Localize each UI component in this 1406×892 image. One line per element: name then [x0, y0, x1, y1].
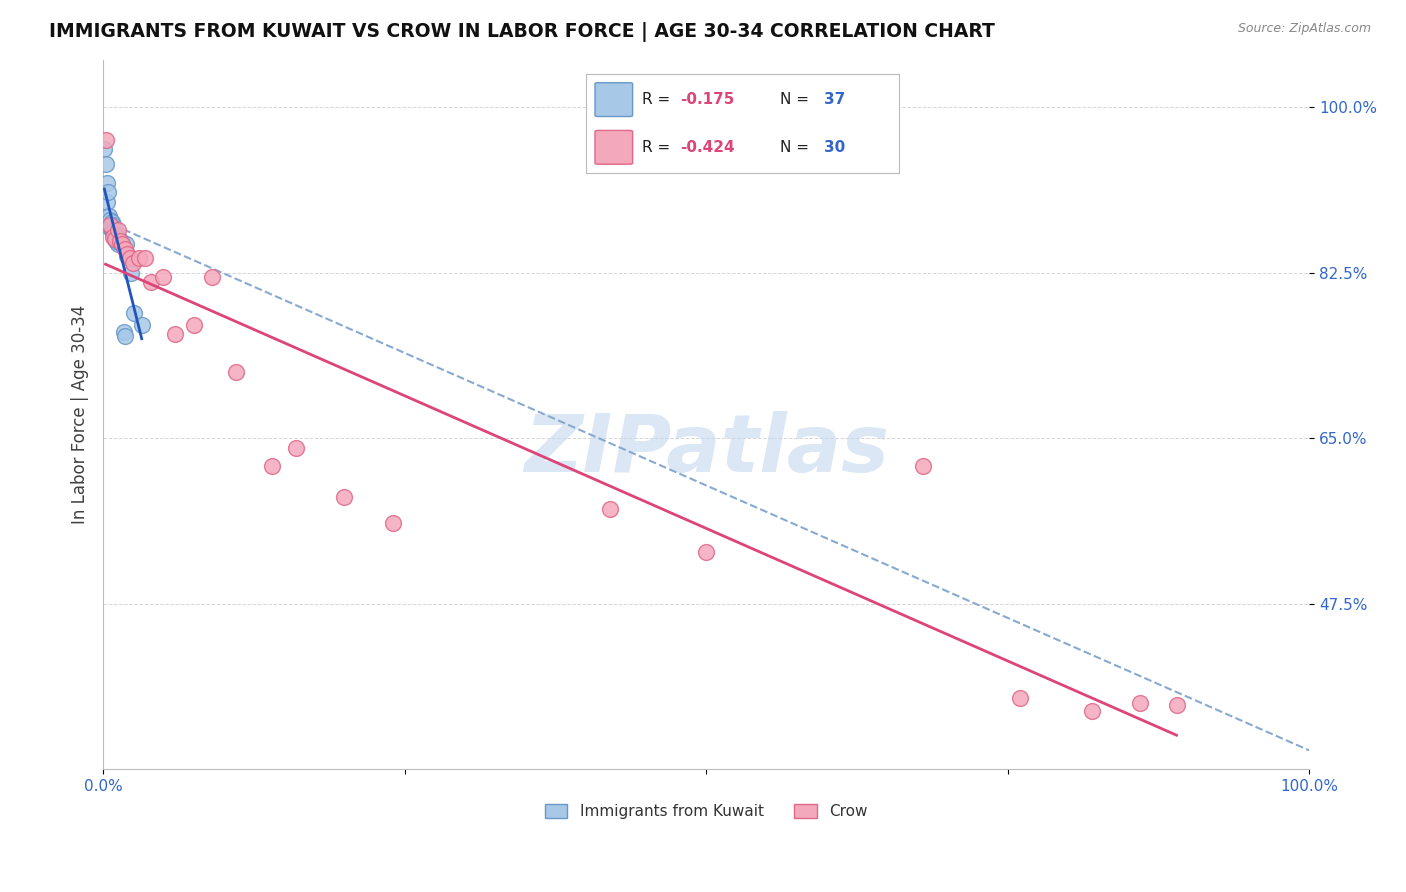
Point — [101, 230, 124, 244]
Point — [104, 232, 127, 246]
Point — [124, 306, 146, 320]
Point — [100, 215, 122, 229]
Point — [97, 185, 120, 199]
Point — [103, 221, 125, 235]
Point — [98, 218, 121, 232]
Point — [98, 221, 121, 235]
Point — [94, 157, 117, 171]
Point — [141, 275, 163, 289]
Point — [120, 266, 142, 280]
Point — [98, 218, 121, 232]
Point — [108, 234, 131, 248]
Point — [97, 213, 120, 227]
Point — [165, 326, 187, 341]
Point — [285, 441, 308, 455]
Point — [100, 223, 122, 237]
Point — [152, 270, 174, 285]
Point — [96, 176, 118, 190]
Point — [110, 236, 132, 251]
Point — [1166, 698, 1188, 712]
Point — [103, 227, 125, 242]
Point — [117, 246, 139, 260]
Point — [1081, 704, 1104, 718]
Point — [111, 235, 134, 250]
Text: IMMIGRANTS FROM KUWAIT VS CROW IN LABOR FORCE | AGE 30-34 CORRELATION CHART: IMMIGRANTS FROM KUWAIT VS CROW IN LABOR … — [49, 22, 995, 42]
Point — [134, 252, 156, 266]
Point — [105, 230, 128, 244]
Point — [101, 225, 124, 239]
Point — [381, 516, 404, 531]
Point — [114, 329, 136, 343]
Point — [115, 237, 138, 252]
Point — [104, 230, 127, 244]
Point — [122, 256, 145, 270]
Point — [94, 133, 117, 147]
Text: ZIPatlas: ZIPatlas — [523, 411, 889, 489]
Point — [112, 325, 135, 339]
Point — [105, 234, 128, 248]
Point — [333, 490, 356, 504]
Point — [101, 218, 124, 232]
Text: Source: ZipAtlas.com: Source: ZipAtlas.com — [1237, 22, 1371, 36]
Point — [114, 242, 136, 256]
Point — [107, 237, 129, 252]
Point — [183, 318, 205, 332]
Point — [96, 194, 118, 209]
Point — [105, 227, 128, 242]
Point — [108, 235, 131, 250]
Y-axis label: In Labor Force | Age 30-34: In Labor Force | Age 30-34 — [72, 305, 89, 524]
Point — [111, 237, 134, 252]
Point — [98, 209, 121, 223]
Point — [912, 459, 935, 474]
Point — [108, 232, 131, 246]
Point — [104, 223, 127, 237]
Point — [599, 502, 621, 516]
Point — [128, 252, 150, 266]
Point — [98, 213, 121, 227]
Point — [104, 227, 127, 242]
Point — [107, 230, 129, 244]
Point — [1008, 691, 1031, 706]
Point — [93, 143, 115, 157]
Point — [695, 544, 717, 558]
Point — [201, 270, 224, 285]
Point — [118, 252, 141, 266]
Legend: Immigrants from Kuwait, Crow: Immigrants from Kuwait, Crow — [538, 798, 875, 825]
Point — [104, 232, 127, 246]
Point — [225, 365, 247, 379]
Point — [108, 234, 131, 248]
Point — [131, 318, 153, 332]
Point — [1129, 696, 1152, 710]
Point — [117, 249, 139, 263]
Point — [260, 459, 283, 474]
Point — [107, 223, 129, 237]
